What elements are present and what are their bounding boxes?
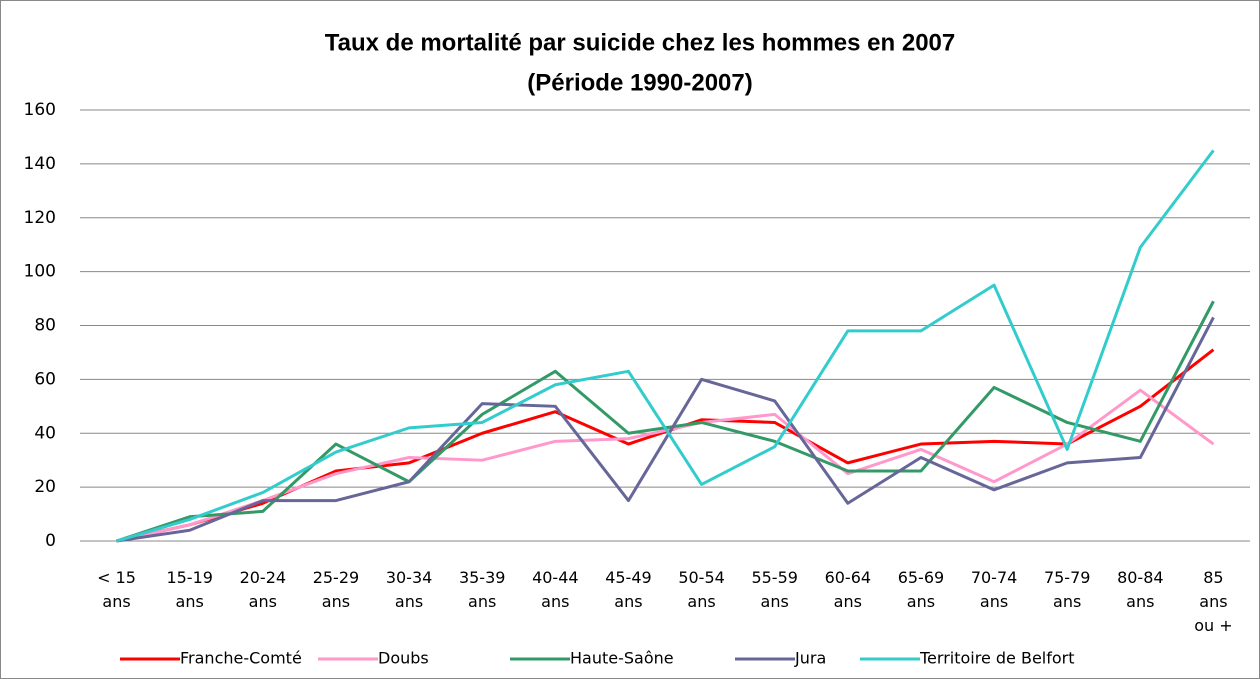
x-tick-label: 75-79 ans — [1043, 568, 1091, 611]
x-tick-label: 85 ans ou + — [1194, 568, 1233, 635]
y-tick-label: 80 — [34, 316, 56, 336]
y-tick-label: 60 — [34, 369, 56, 389]
chart-title: Taux de mortalité par suicide chez les h… — [325, 29, 955, 56]
x-tick-label: 25-29 ans — [312, 568, 360, 611]
legend-label: Jura — [794, 649, 826, 668]
x-tick-label: < 15 ans — [97, 568, 136, 611]
series-line — [116, 300, 1215, 543]
series-line — [116, 149, 1215, 543]
x-tick-label: 40-44 ans — [532, 568, 579, 611]
y-tick-label: 20 — [34, 477, 56, 497]
series-line — [116, 348, 1215, 543]
x-tick-label: 15-19 ans — [166, 568, 213, 611]
x-tick-label: 65-69 ans — [897, 568, 945, 611]
y-tick-label: 0 — [45, 531, 56, 551]
chart-subtitle: (Période 1990-2007) — [527, 69, 752, 96]
x-tick-label: 20-24 ans — [239, 568, 287, 611]
legend-label: Franche-Comté — [180, 649, 302, 668]
x-tick-label: 60-64 ans — [824, 568, 872, 611]
x-tick-label: 70-74 ans — [970, 568, 1018, 611]
y-tick-label: 140 — [24, 154, 56, 174]
y-tick-label: 100 — [24, 262, 56, 282]
legend-label: Haute-Saône — [570, 649, 674, 668]
x-tick-label: 35-39 ans — [458, 568, 506, 611]
y-tick-label: 160 — [24, 100, 56, 120]
series-line — [116, 316, 1215, 543]
x-tick-label: 80-84 ans — [1117, 568, 1164, 611]
legend-label: Doubs — [378, 649, 429, 668]
x-tick-label: 45-49 ans — [605, 568, 652, 611]
y-tick-label: 40 — [34, 423, 56, 443]
x-tick-label: 30-34 ans — [385, 568, 433, 611]
legend-label: Territoire de Belfort — [919, 649, 1075, 668]
x-tick-label: 55-59 ans — [751, 568, 798, 611]
x-tick-label: 50-54 ans — [678, 568, 725, 611]
y-tick-label: 120 — [24, 208, 56, 228]
